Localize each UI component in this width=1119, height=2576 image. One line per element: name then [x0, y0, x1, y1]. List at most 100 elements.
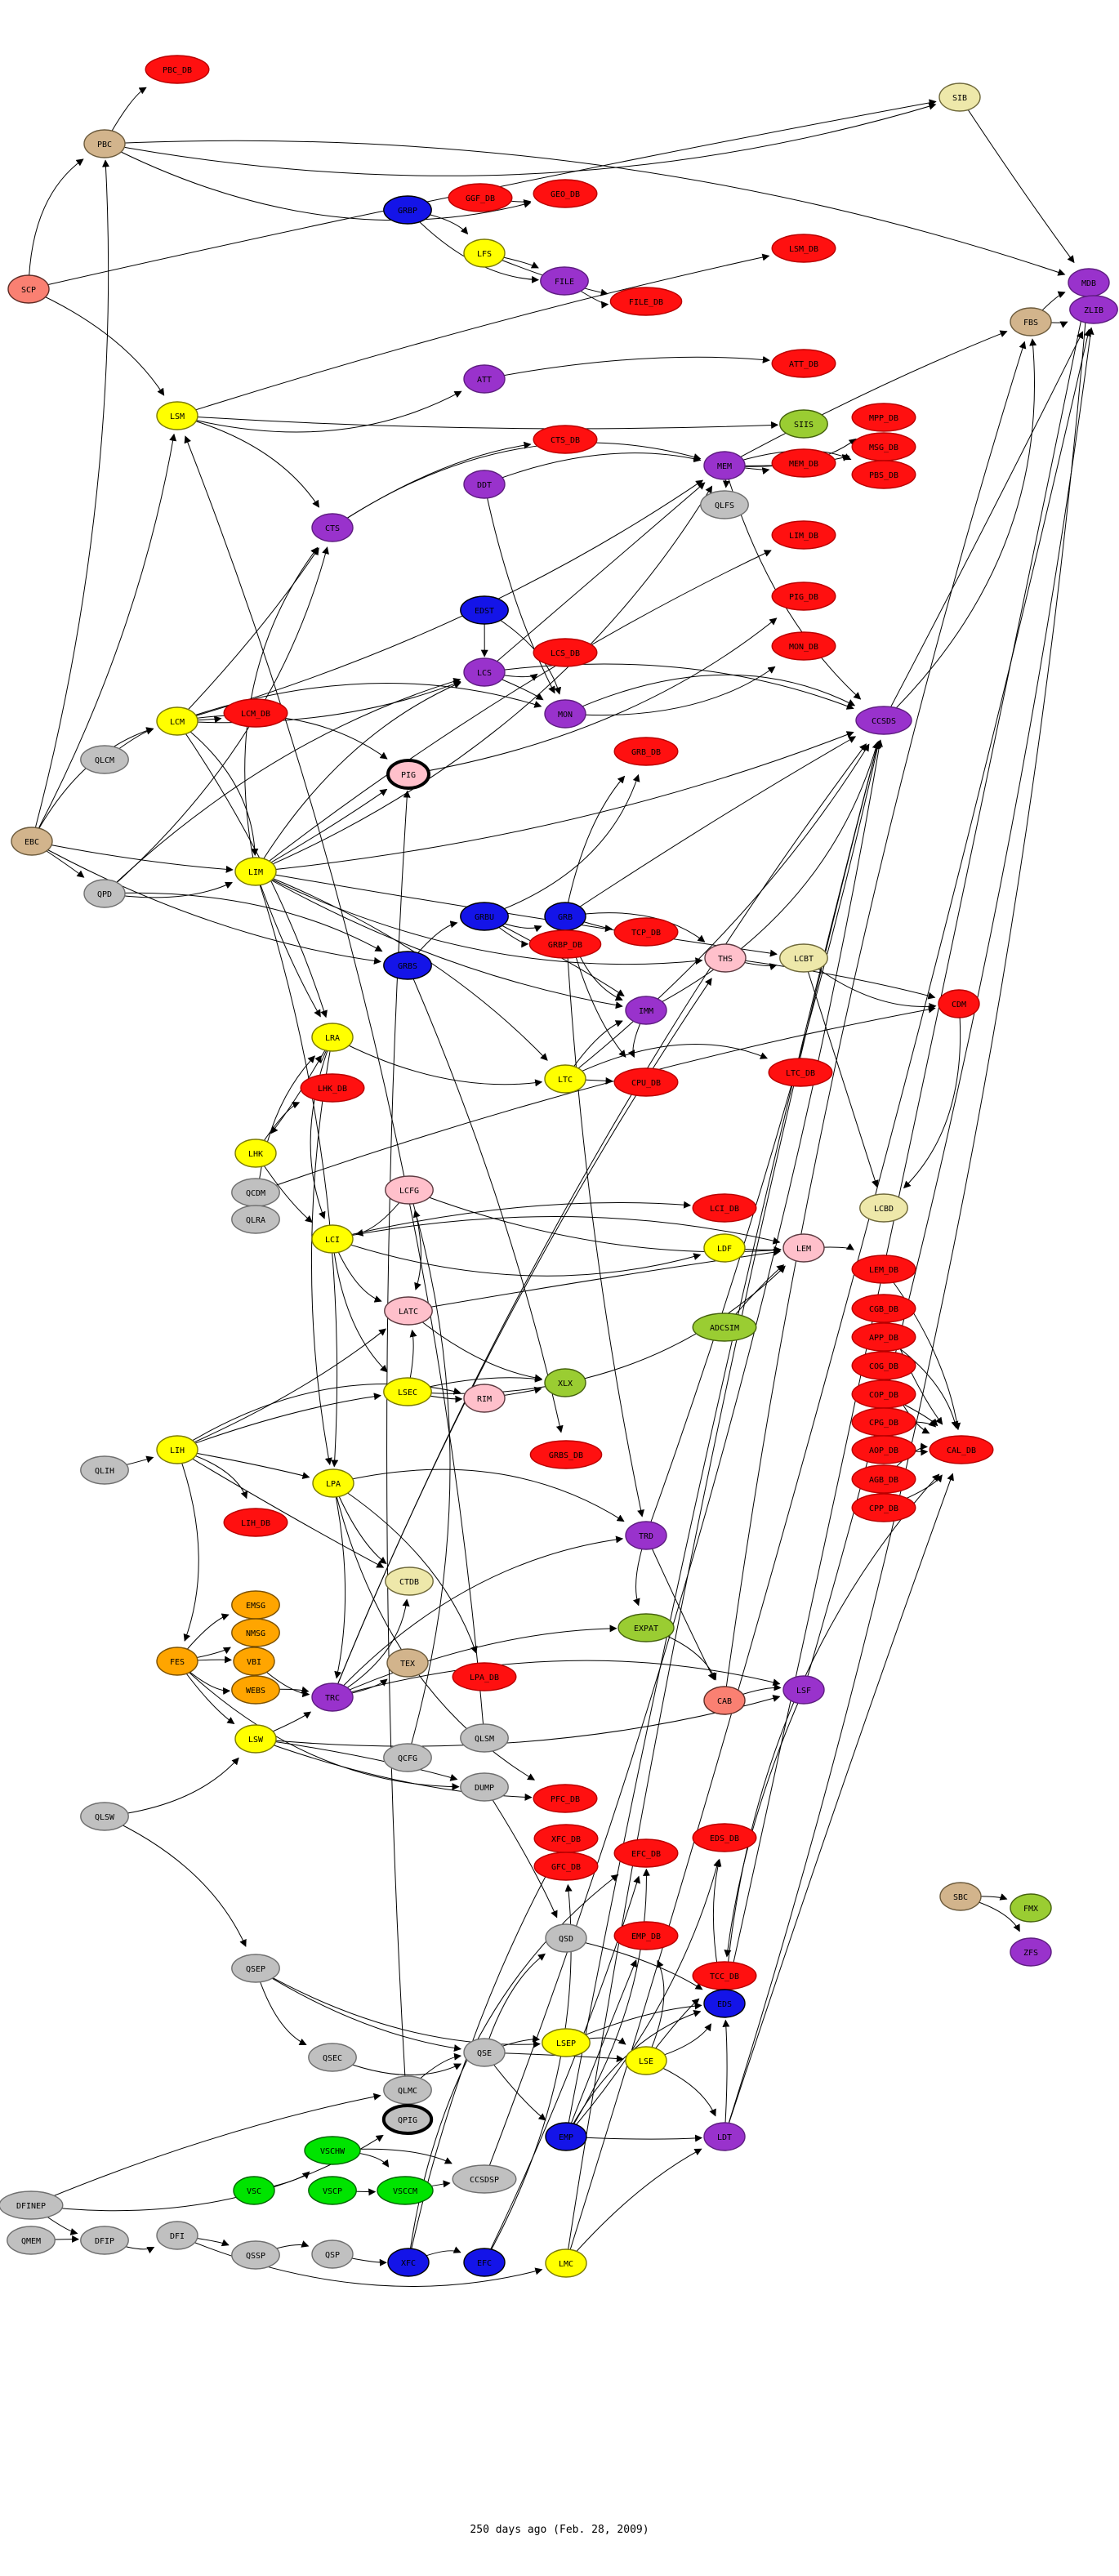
node-label-VSCCM: VSCCM: [393, 2187, 417, 2196]
edge-TRC-TRD: [332, 1535, 624, 1698]
edge-LATC-XLX: [408, 1310, 542, 1382]
edge-LRA-LTC: [332, 1036, 543, 1087]
node-ellipse-PBC_DB: [145, 55, 210, 84]
node-label-CTS: CTS: [325, 524, 340, 533]
edge-LMC-LDT: [565, 2148, 702, 2264]
node-ellipse-CGB_DB: [851, 1294, 916, 1323]
node-label-LPA: LPA: [326, 1480, 341, 1489]
node-ellipse-CCSDSP: [452, 2164, 517, 2194]
node-label-CPP_DB: CPP_DB: [869, 1504, 898, 1513]
edge-LSM-ATT: [176, 390, 462, 433]
node-ellipse-DFI: [156, 2221, 198, 2250]
edge-EMP-EFC_DB: [565, 1868, 650, 2137]
node-ellipse-EFC: [463, 2248, 506, 2277]
edge-LSE-EMP_DB: [645, 1959, 665, 2061]
edge-GRB-GRB_DB: [564, 775, 626, 917]
node-LSF: LSF: [782, 1675, 825, 1705]
node-label-QSE: QSE: [477, 2049, 492, 2058]
edge-LCM-MEM: [176, 479, 704, 722]
edge-TRC-CTDB: [332, 1598, 410, 1698]
node-label-LHK: LHK: [248, 1150, 263, 1159]
node-label-LHK_DB: LHK_DB: [318, 1085, 347, 1094]
node-label-CCSDSP: CCSDSP: [470, 2176, 499, 2185]
node-ellipse-SBC: [939, 1882, 982, 1911]
node-ellipse-QPIG: [381, 2104, 434, 2135]
node-label-TRC: TRC: [325, 1694, 340, 1703]
node-label-LRA: LRA: [325, 1034, 340, 1043]
edge-GRB-TRD: [564, 916, 644, 1518]
edge-SCP-LSM: [28, 288, 165, 396]
node-LCI_DB: LCI_DB: [692, 1193, 757, 1223]
edge-EDS-MDB: [724, 301, 1088, 2004]
node-ZFS: ZFS: [1010, 1937, 1052, 1967]
node-label-CTDB: CTDB: [399, 1578, 419, 1587]
edge-QPD-LCS: [104, 677, 461, 894]
node-label-LPA_DB: LPA_DB: [470, 1674, 499, 1682]
node-ellipse-VBI: [233, 1647, 275, 1676]
node-ellipse-FBS: [1010, 307, 1052, 336]
node-label-GFC_DB: GFC_DB: [551, 1863, 581, 1872]
edge-LIM-THS: [255, 871, 703, 965]
node-LIM_DB: LIM_DB: [771, 520, 836, 550]
edge-LDT-MDB: [724, 299, 1091, 2137]
node-label-EDS: EDS: [717, 2000, 732, 2009]
node-ellipse-NMSG: [231, 1618, 280, 1647]
node-label-ZLIB: ZLIB: [1084, 306, 1103, 315]
node-ellipse-LPA_DB: [452, 1662, 517, 1691]
node-ellipse-XFC: [387, 2248, 430, 2277]
edge-TRD-CCSDS: [645, 740, 881, 1536]
edge-CCSDS-ZLIB: [883, 331, 1083, 721]
node-LFS: LFS: [463, 238, 506, 268]
node-AGB_DB: AGB_DB: [851, 1464, 916, 1494]
node-LSM: LSM: [156, 401, 198, 430]
edge-CTS-MEM: [332, 442, 702, 528]
node-LCFG: LCFG: [385, 1175, 434, 1205]
node-label-SBC: SBC: [953, 1893, 968, 1902]
edge-LIM-MEM: [255, 485, 713, 872]
edge-LCI-LCI_DB: [332, 1201, 692, 1240]
edge-EMP-EDS_DB: [565, 1859, 720, 2137]
node-label-LMC: LMC: [559, 2260, 573, 2269]
node-label-GRBU: GRBU: [475, 913, 494, 922]
node-ellipse-MEM: [703, 451, 746, 480]
node-ellipse-ZFS: [1010, 1937, 1052, 1967]
node-TEX: TEX: [386, 1648, 429, 1678]
node-label-EDS_DB: EDS_DB: [710, 1834, 739, 1843]
node-label-FMX: FMX: [1023, 1905, 1038, 1914]
node-label-THS: THS: [718, 955, 733, 964]
node-ellipse-PIG: [386, 759, 430, 790]
node-GRBS: GRBS: [383, 951, 432, 980]
node-label-QSP: QSP: [325, 2251, 340, 2260]
edge-QLSW-QSEP: [104, 1816, 247, 1947]
node-ellipse-LTC: [544, 1064, 586, 1094]
node-label-CTS_DB: CTS_DB: [551, 436, 580, 445]
node-ellipse-CTS_DB: [533, 425, 598, 454]
node-TCP_DB: TCP_DB: [613, 917, 679, 947]
node-VSCCM: VSCCM: [377, 2176, 434, 2205]
node-label-LIH: LIH: [170, 1446, 185, 1455]
node-ellipse-LSE: [625, 2046, 667, 2075]
node-label-QSD: QSD: [559, 1935, 573, 1944]
node-GRB: GRB: [544, 902, 586, 931]
node-label-PFC_DB: PFC_DB: [551, 1795, 580, 1804]
node-FILE_DB: FILE_DB: [609, 287, 683, 316]
edge-LCS-CCSDS: [484, 663, 854, 710]
node-GFC_DB: GFC_DB: [533, 1852, 599, 1881]
node-ellipse-LDT: [703, 2122, 746, 2151]
node-ellipse-ADCSIM: [692, 1313, 757, 1342]
node-CCSDS: CCSDS: [855, 706, 912, 735]
node-label-LTC_DB: LTC_DB: [786, 1069, 815, 1078]
node-ellipse-TCP_DB: [613, 917, 679, 947]
node-label-LCM: LCM: [170, 718, 185, 727]
node-ellipse-PIG_DB: [771, 582, 836, 611]
node-NMSG: NMSG: [231, 1618, 280, 1647]
node-LSEC: LSEC: [383, 1377, 432, 1406]
edge-CDM-LCBD: [903, 1003, 961, 1189]
node-LSE: LSE: [625, 2046, 667, 2075]
node-CTS_DB: CTS_DB: [533, 425, 598, 454]
node-ellipse-QSP: [311, 2240, 354, 2269]
node-ellipse-EDS_DB: [692, 1823, 757, 1852]
node-QMEM: QMEM: [7, 2226, 56, 2255]
edge-LIM-LPA: [255, 871, 339, 1468]
node-label-LIM: LIM: [248, 868, 263, 877]
